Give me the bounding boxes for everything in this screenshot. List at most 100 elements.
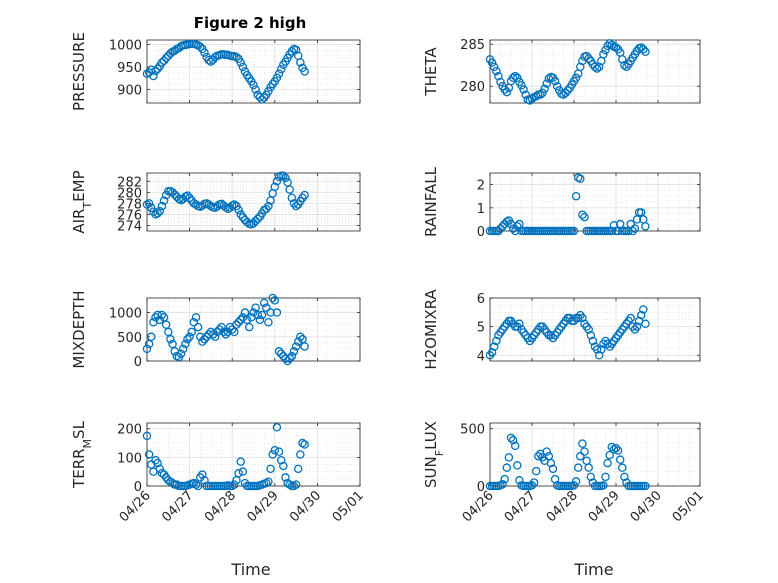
data-point	[200, 476, 209, 485]
data-point	[641, 47, 650, 57]
data-point	[293, 464, 303, 474]
y-tick-label: 276	[117, 208, 142, 223]
y-tick-label: 0	[134, 480, 142, 495]
data-point	[189, 478, 199, 488]
y-tick-label: 100	[117, 451, 142, 466]
data-point	[515, 476, 524, 485]
data-point	[221, 330, 231, 339]
data-point	[489, 62, 499, 72]
data-point	[285, 185, 294, 194]
data-point	[599, 481, 608, 490]
data-point	[195, 332, 205, 342]
axes-box	[146, 297, 361, 362]
data-point	[285, 480, 294, 489]
y-tick-label: 0	[134, 355, 142, 370]
data-point	[155, 206, 165, 216]
y-tick-label: 0	[477, 480, 485, 495]
data-point	[149, 71, 158, 81]
y-axis-label: H2OMIXRA	[422, 289, 440, 370]
data-point	[603, 458, 612, 468]
data-point	[607, 40, 617, 50]
data-point	[538, 88, 547, 98]
y-tick-label: 1000	[109, 307, 142, 322]
data-point	[283, 178, 292, 187]
data-point	[590, 62, 600, 72]
data-point	[157, 468, 167, 478]
data-point	[198, 337, 207, 346]
data-point	[584, 463, 593, 472]
axes-box	[146, 172, 361, 232]
data-point	[552, 81, 562, 91]
data-point	[142, 344, 152, 354]
data-point	[291, 342, 301, 351]
data-point	[276, 455, 286, 465]
data-point	[492, 66, 501, 76]
data-point	[510, 226, 520, 236]
y-axis-label: AIRTEMP	[70, 170, 94, 233]
data-point	[618, 55, 627, 64]
data-point	[191, 480, 201, 489]
data-point	[639, 44, 648, 54]
data-point	[569, 226, 579, 236]
data-point	[238, 313, 248, 322]
data-point	[492, 336, 501, 346]
y-tick-label: 500	[460, 423, 485, 438]
y-tick-label: 1000	[109, 39, 142, 54]
data-point	[618, 463, 627, 472]
data-point	[215, 325, 224, 334]
data-point	[534, 451, 543, 461]
subplot-h2omixra: 4 5 6 H2OMIXRA	[422, 289, 701, 370]
data-point	[607, 226, 617, 236]
data-point	[276, 349, 286, 358]
data-point	[232, 52, 241, 62]
subplot-mixdepth: 0 500 1000 MIXDEPTH	[70, 290, 361, 370]
axes-box	[146, 422, 361, 487]
subplot-rainfall: 0 1 2 RAINFALL	[422, 166, 701, 240]
data-point	[531, 466, 541, 476]
data-point	[219, 327, 228, 337]
data-point	[498, 222, 507, 231]
data-point	[296, 58, 305, 67]
data-point	[626, 219, 635, 229]
data-point	[185, 332, 194, 342]
data-point	[204, 200, 214, 209]
data-point	[584, 325, 593, 334]
data-point	[632, 322, 642, 331]
data-point	[607, 442, 617, 452]
data-point	[531, 92, 541, 101]
x-axis-label-left: Time	[230, 560, 270, 579]
data-point	[264, 201, 273, 211]
data-point	[285, 354, 294, 363]
data-point	[157, 310, 167, 320]
data-point	[641, 319, 650, 329]
data-point	[293, 337, 303, 346]
data-point	[191, 200, 201, 209]
data-point	[147, 332, 156, 342]
subplot-pressure: 900 950 1000 PRESSURE	[70, 32, 361, 111]
data-point	[264, 317, 273, 327]
data-point	[142, 431, 152, 441]
data-point	[605, 450, 614, 460]
data-point	[283, 356, 292, 366]
data-point	[208, 330, 218, 339]
data-point	[578, 313, 587, 323]
data-point	[187, 327, 196, 337]
data-point	[193, 322, 203, 332]
data-point	[170, 46, 179, 56]
data-point	[580, 447, 589, 456]
data-point	[232, 476, 241, 485]
x-tick-label: 04/30	[287, 488, 324, 525]
x-tick-label: 04/27	[159, 488, 196, 525]
data-point	[594, 351, 604, 360]
data-point	[249, 308, 258, 317]
data-point	[161, 53, 171, 63]
data-point	[611, 43, 621, 52]
data-point	[257, 95, 267, 104]
data-point	[144, 450, 154, 459]
data-point	[550, 76, 560, 86]
data-point	[270, 182, 280, 192]
data-point	[489, 342, 499, 351]
data-point	[601, 45, 610, 55]
data-point	[289, 481, 299, 491]
data-point	[513, 222, 522, 231]
